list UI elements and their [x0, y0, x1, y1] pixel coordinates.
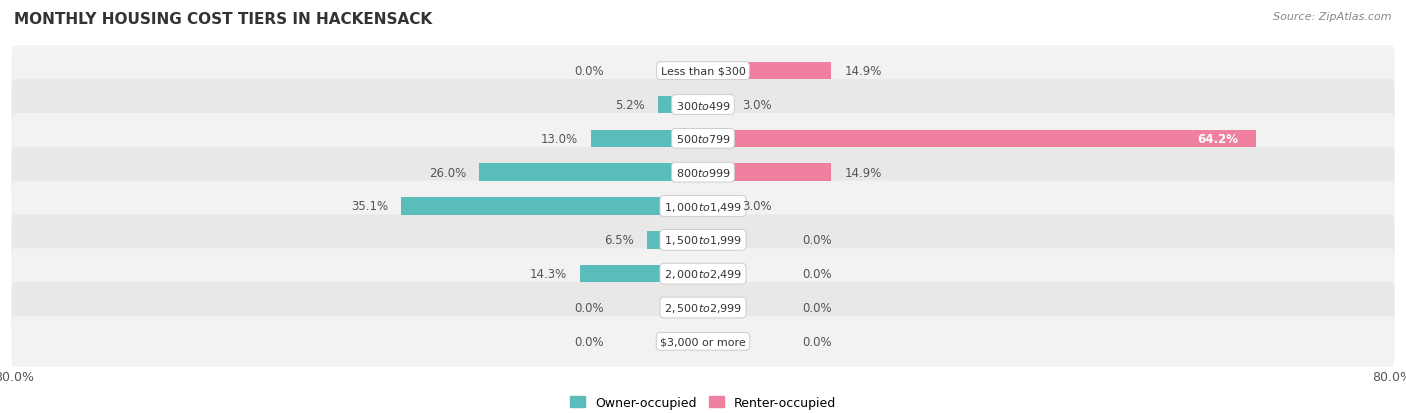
Bar: [479, 164, 703, 182]
Text: Less than $300: Less than $300: [661, 66, 745, 76]
Text: 13.0%: 13.0%: [541, 133, 578, 145]
Text: $2,000 to $2,499: $2,000 to $2,499: [664, 268, 742, 280]
Bar: [401, 198, 703, 215]
Text: 26.0%: 26.0%: [429, 166, 467, 179]
FancyBboxPatch shape: [11, 249, 1395, 299]
Text: $1,500 to $1,999: $1,500 to $1,999: [664, 234, 742, 247]
Text: 0.0%: 0.0%: [801, 268, 832, 280]
Text: 0.0%: 0.0%: [574, 335, 605, 348]
FancyBboxPatch shape: [11, 215, 1395, 266]
Text: 14.3%: 14.3%: [530, 268, 567, 280]
FancyBboxPatch shape: [11, 282, 1395, 333]
Text: $300 to $499: $300 to $499: [675, 99, 731, 111]
FancyBboxPatch shape: [11, 147, 1395, 198]
Text: 14.9%: 14.9%: [844, 65, 882, 78]
Text: Source: ZipAtlas.com: Source: ZipAtlas.com: [1274, 12, 1392, 22]
Text: $2,500 to $2,999: $2,500 to $2,999: [664, 301, 742, 314]
Bar: [703, 198, 728, 215]
Bar: [703, 97, 728, 114]
Text: $1,000 to $1,499: $1,000 to $1,499: [664, 200, 742, 213]
Text: 0.0%: 0.0%: [801, 234, 832, 247]
Bar: [647, 231, 703, 249]
Text: 0.0%: 0.0%: [574, 301, 605, 314]
Bar: [579, 265, 703, 283]
Text: MONTHLY HOUSING COST TIERS IN HACKENSACK: MONTHLY HOUSING COST TIERS IN HACKENSACK: [14, 12, 432, 27]
Text: 0.0%: 0.0%: [801, 301, 832, 314]
Text: $3,000 or more: $3,000 or more: [661, 337, 745, 347]
FancyBboxPatch shape: [11, 316, 1395, 367]
FancyBboxPatch shape: [11, 114, 1395, 164]
Bar: [658, 97, 703, 114]
Text: 35.1%: 35.1%: [350, 200, 388, 213]
Text: 5.2%: 5.2%: [616, 99, 645, 112]
Text: $800 to $999: $800 to $999: [675, 167, 731, 179]
Text: 3.0%: 3.0%: [742, 99, 772, 112]
Text: $500 to $799: $500 to $799: [675, 133, 731, 145]
Text: 6.5%: 6.5%: [605, 234, 634, 247]
Text: 64.2%: 64.2%: [1198, 133, 1239, 145]
FancyBboxPatch shape: [11, 46, 1395, 97]
Text: 14.9%: 14.9%: [844, 166, 882, 179]
Text: 0.0%: 0.0%: [801, 335, 832, 348]
FancyBboxPatch shape: [11, 80, 1395, 131]
Bar: [703, 63, 831, 80]
Legend: Owner-occupied, Renter-occupied: Owner-occupied, Renter-occupied: [565, 391, 841, 413]
Bar: [591, 130, 703, 148]
FancyBboxPatch shape: [11, 181, 1395, 232]
Text: 0.0%: 0.0%: [574, 65, 605, 78]
Text: 3.0%: 3.0%: [742, 200, 772, 213]
Bar: [703, 164, 831, 182]
Bar: [703, 130, 1256, 148]
